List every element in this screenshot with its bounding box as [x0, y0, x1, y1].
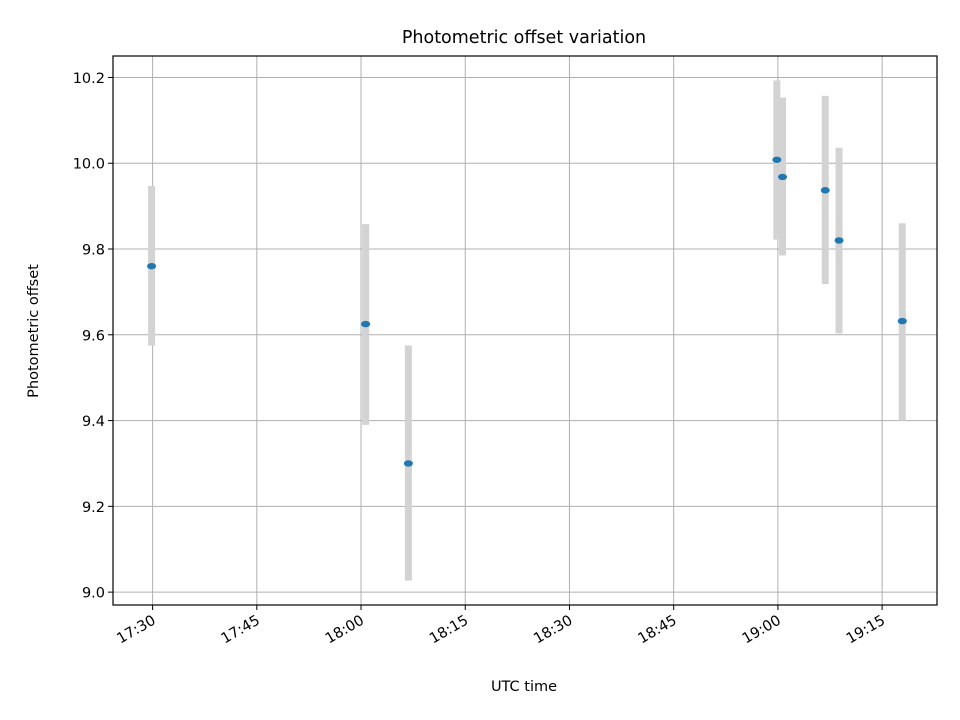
data-points	[147, 156, 907, 467]
chart-title: Photometric offset variation	[402, 28, 646, 48]
y-axis-ticks: 9.0 9.2 9.4 9.6 9.8 10.0 10.2	[73, 71, 113, 602]
data-point	[834, 237, 844, 244]
y-tick-label: 9.6	[82, 328, 105, 344]
data-point	[778, 173, 788, 181]
y-tick-label: 10.0	[73, 157, 105, 173]
y-tick-label: 9.8	[82, 243, 105, 259]
grid-lines	[113, 56, 937, 605]
y-tick-label: 9.4	[82, 414, 105, 430]
y-axis-label: Photometric offset	[26, 264, 42, 398]
y-tick-label: 9.2	[82, 500, 105, 516]
plot-area-frame	[112, 55, 938, 606]
data-point	[403, 460, 413, 467]
y-tick-label: 10.2	[73, 71, 105, 87]
data-point	[147, 262, 157, 270]
x-axis-label: UTC time	[491, 679, 557, 695]
data-point	[772, 156, 782, 163]
y-tick-label: 9.0	[82, 586, 105, 602]
data-point	[897, 317, 907, 325]
data-point	[361, 320, 371, 328]
data-point	[820, 187, 830, 194]
